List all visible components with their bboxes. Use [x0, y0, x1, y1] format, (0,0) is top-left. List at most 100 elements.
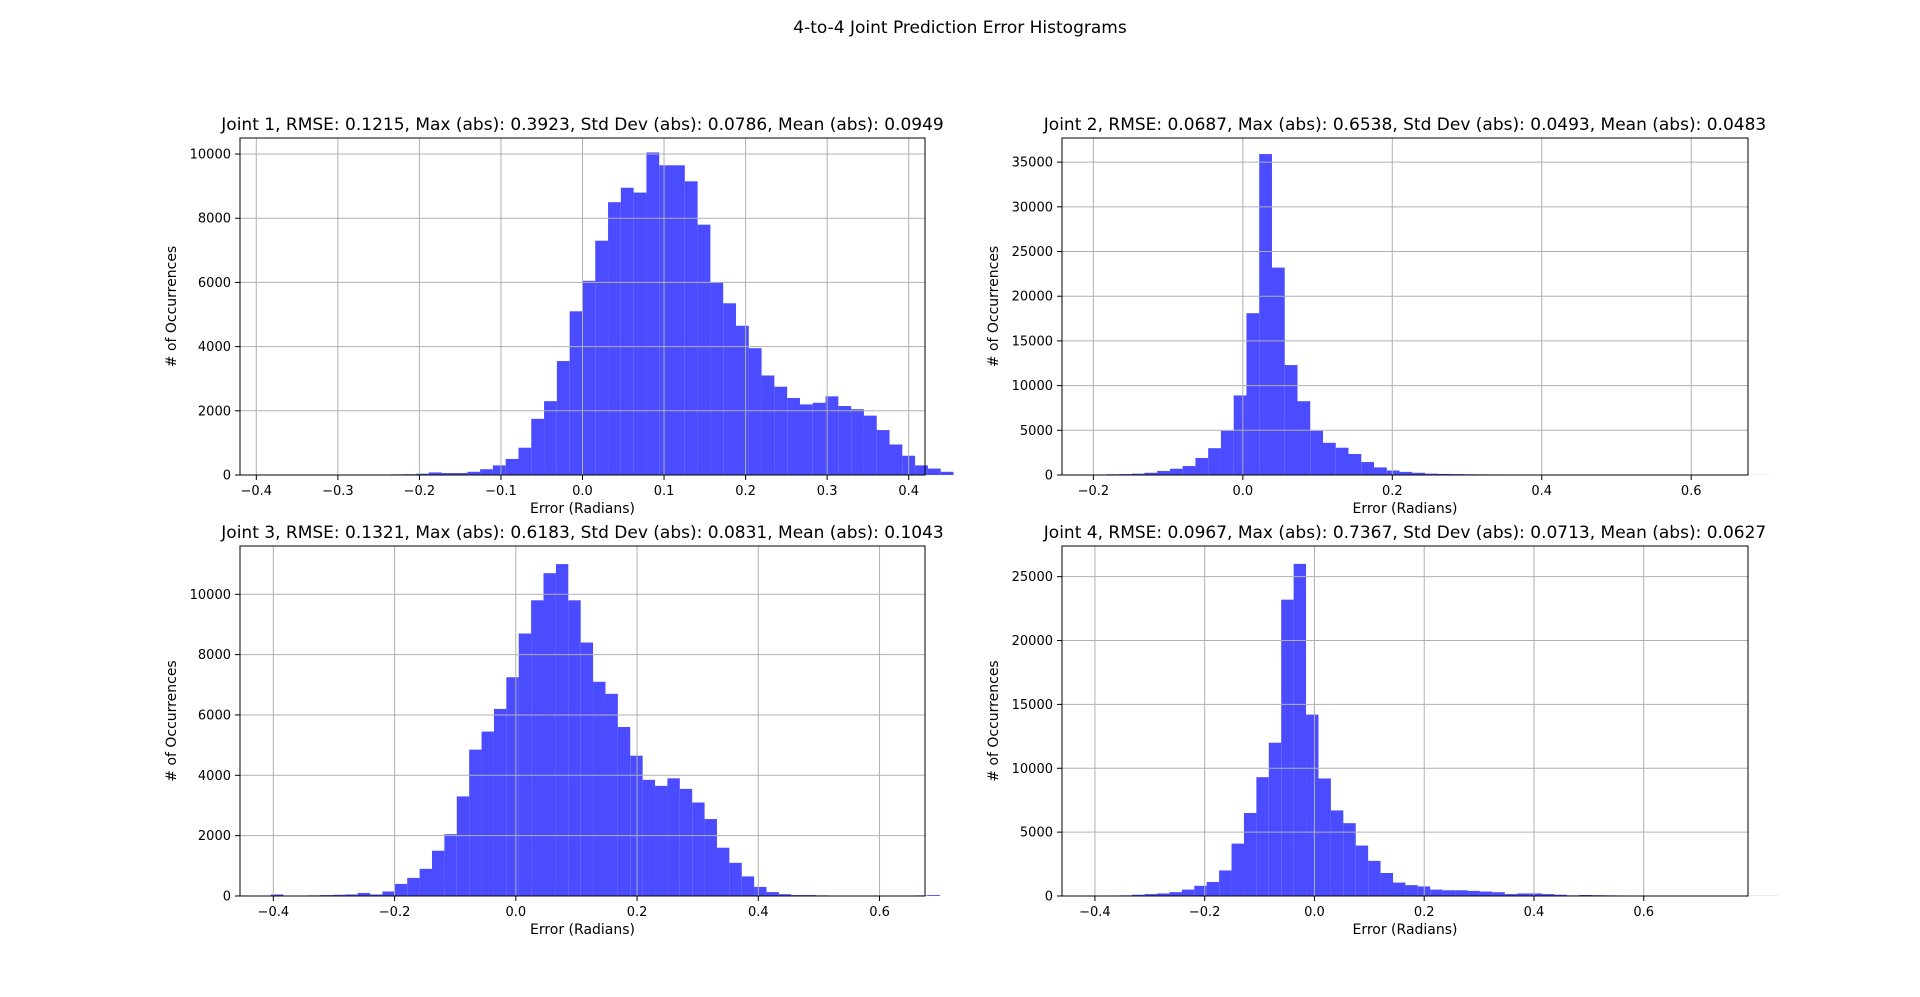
histogram-bar	[667, 778, 680, 896]
histogram-bar	[940, 471, 954, 475]
bars-joint-4	[1094, 563, 1778, 896]
histogram-bar	[580, 642, 594, 896]
histogram-bar	[1517, 893, 1530, 896]
histogram-bar	[1492, 892, 1505, 896]
histogram-bar	[467, 471, 481, 475]
histogram-bar	[531, 600, 544, 896]
histogram-bar	[1386, 470, 1400, 475]
x-ticks-joint-2: −0.2 0.0 0.2 0.4 0.6	[1078, 475, 1702, 499]
histogram-bar	[357, 892, 371, 896]
histogram-bar	[469, 749, 482, 896]
y-tick-label: 0	[1045, 890, 1053, 905]
y-tick-label: 0	[1045, 469, 1053, 484]
y-tick-label: 25000	[1012, 245, 1053, 260]
histogram-bar	[1246, 313, 1260, 475]
axes-frame	[1061, 545, 1749, 897]
histogram-bar	[761, 375, 775, 475]
histogram-bar	[593, 681, 606, 896]
histogram-bar	[1405, 885, 1418, 896]
histogram-bar	[1542, 894, 1555, 896]
x-tick-label: 0.0	[1304, 905, 1325, 920]
y-tick-label: 4000	[198, 340, 231, 355]
y-tick-label: 2000	[198, 404, 231, 419]
histogram-bar	[431, 850, 445, 896]
histogram-bar	[1144, 894, 1158, 896]
axes-joint-1: −0.4 −0.3 −0.2 −0.1 0.0 0.1 0.2 0.3 0.4 0 2000 4000…	[164, 115, 954, 517]
histogram-bar	[838, 406, 852, 475]
histogram-bar	[1281, 599, 1294, 896]
y-tick-label: 5000	[1020, 826, 1053, 841]
histogram-bar	[506, 677, 519, 896]
y-tick-label: 0	[223, 469, 231, 484]
y-ticks-joint-4: 0 5000 10000 15000 20000 25000	[1012, 570, 1062, 905]
histogram-bar	[1231, 843, 1244, 896]
y-tick-label: 25000	[1012, 570, 1053, 585]
x-tick-label: −0.2	[1078, 484, 1110, 499]
histogram-bar	[1194, 885, 1207, 896]
y-tick-label: 2000	[198, 829, 231, 844]
histogram-bar	[1169, 892, 1182, 896]
axes-title: Joint 3, RMSE: 0.1321, Max (abs): 0.6183…	[220, 523, 943, 543]
histogram-bar	[1169, 468, 1183, 475]
histogram-bar	[1343, 823, 1356, 896]
histogram-bar	[1554, 894, 1567, 896]
histogram-bar	[569, 311, 583, 475]
histogram-bar	[456, 796, 470, 896]
histogram-bar	[1132, 894, 1145, 896]
histogram-bar	[1335, 447, 1349, 475]
histogram-bar	[1181, 889, 1195, 896]
histogram-bar	[544, 401, 557, 475]
histogram-bar	[1144, 472, 1158, 475]
x-tick-label: 0.2	[735, 484, 756, 499]
histogram-bar	[1355, 845, 1369, 896]
y-tick-label: 15000	[1012, 334, 1053, 349]
histogram-bar	[543, 573, 556, 896]
bars-joint-1	[262, 152, 954, 475]
histogram-bar	[1425, 473, 1438, 475]
x-tick-label: −0.4	[241, 484, 273, 499]
y-tick-label: 10000	[1012, 762, 1053, 777]
x-tick-label: 0.4	[748, 905, 769, 920]
histogram-bar	[480, 469, 493, 475]
x-tick-label: −0.2	[1189, 905, 1221, 920]
histogram-bar	[1455, 890, 1468, 896]
x-ticks-joint-3: −0.4 −0.2 0.0 0.2 0.4 0.6	[258, 896, 890, 920]
y-ticks-joint-1: 0 2000 4000 6000 8000 10000	[190, 148, 240, 484]
y-tick-label: 5000	[1020, 424, 1053, 439]
histogram-bar	[620, 187, 634, 475]
y-axis-label: # of Occurrences	[986, 660, 1002, 781]
histogram-bar	[617, 727, 631, 896]
y-axis-label: # of Occurrences	[164, 246, 180, 367]
histogram-bar	[1195, 458, 1209, 475]
histogram-bar	[1479, 891, 1493, 896]
x-ticks-joint-1: −0.4 −0.3 −0.2 −0.1 0.0 0.1 0.2 0.3 0.4	[241, 475, 919, 499]
histogram-bar	[876, 430, 890, 475]
x-tick-label: −0.1	[485, 484, 517, 499]
x-ticks-joint-4: −0.4 −0.2 0.0 0.2 0.4 0.6	[1079, 896, 1654, 920]
histogram-bar	[812, 402, 826, 475]
y-axis-label: # of Occurrences	[164, 660, 180, 781]
histogram-bar	[595, 240, 609, 475]
histogram-bar	[774, 386, 788, 475]
axes-frame	[1061, 137, 1749, 476]
x-tick-label: 0.2	[627, 905, 648, 920]
histogram-bar	[927, 895, 941, 896]
histogram-bar	[441, 473, 455, 475]
histogram-bar	[481, 731, 494, 896]
x-tick-label: 0.4	[898, 484, 919, 499]
histogram-bar	[1157, 470, 1170, 475]
axes-title: Joint 4, RMSE: 0.0967, Max (abs): 0.7367…	[1043, 523, 1766, 543]
histogram-bar	[568, 600, 581, 896]
histogram-bar	[710, 282, 724, 475]
histogram-bar	[716, 847, 730, 896]
histogram-bar	[1348, 453, 1362, 475]
x-tick-label: 0.4	[1524, 905, 1545, 920]
histogram-bar	[382, 891, 395, 896]
x-tick-label: 0.1	[654, 484, 675, 499]
histogram-bar	[723, 303, 736, 475]
histogram-bar	[915, 465, 928, 475]
histogram-bar	[1306, 714, 1319, 896]
y-tick-label: 20000	[1012, 290, 1053, 305]
histogram-bar	[370, 894, 383, 896]
